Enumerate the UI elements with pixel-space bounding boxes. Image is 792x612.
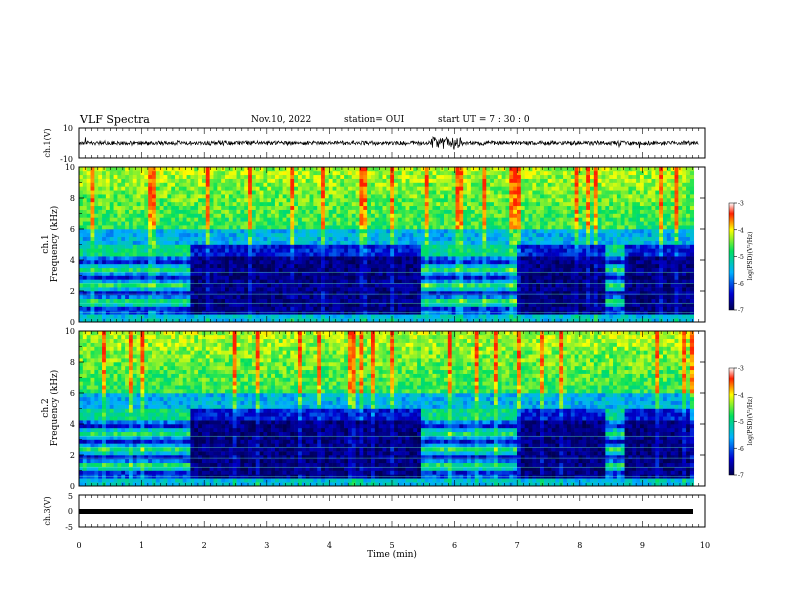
colorbar-tick-cb1-0: -3 <box>738 201 744 208</box>
x-tick-label-8: 8 <box>577 541 582 550</box>
ch1-waveform-panel: 10 -10 ch.1(V) <box>43 124 706 164</box>
ch1-waveform-trace <box>78 135 699 150</box>
x-tick-label-9: 9 <box>640 541 645 550</box>
ytick-label-yt1-0: 0 <box>70 318 75 327</box>
ch2-colorbar: -3 -4 -5 -6 -7 log(PSD)(V²/Hz) <box>728 366 754 480</box>
x-axis-ticks <box>78 128 706 527</box>
station-label: station= OUI <box>344 115 405 125</box>
x-tick-label-0: 0 <box>76 541 81 550</box>
ch1-colorbar: -3 -4 -5 -6 -7 log(PSD)(V²/Hz) <box>728 201 754 315</box>
date-label: Nov.10, 2022 <box>251 115 312 125</box>
start-time-label: start UT = 7 : 30 : 0 <box>438 115 530 125</box>
ytick-label-yt1-2: 4 <box>70 256 75 265</box>
colorbar-tick-cb2-4: -7 <box>738 473 744 480</box>
ytick-label-yt2-0: 0 <box>70 482 75 491</box>
x-tick-label-6: 6 <box>452 541 457 550</box>
x-axis-label: Time (min) <box>367 549 417 560</box>
ytick-label-yt2-5: 10 <box>65 327 75 336</box>
ch2-spectrogram-ylabel-channel: ch.2 <box>41 398 51 417</box>
x-tick-label-4: 4 <box>327 541 332 550</box>
ytick-label-yt2-4: 8 <box>70 358 75 367</box>
ch3-waveform-panel: 5 0 -5 ch.3(V) <box>43 492 706 532</box>
colorbar-tick-cb1-2: -5 <box>738 254 744 261</box>
ch2-colorbar-gradient <box>728 367 735 476</box>
ch1-spectrogram-panel: 0 2 4 6 8 10 ch.1 Frequency (kHz) -3 -4 -5 -6 -7 … <box>41 163 754 327</box>
x-tick-label-1: 1 <box>139 541 144 550</box>
ch3-ytick-mid: 0 <box>68 507 73 516</box>
ch1-spectrogram-ylabel-channel: ch.1 <box>41 234 51 253</box>
colorbar-tick-cb1-4: -7 <box>738 308 744 315</box>
ch3-ytick-bottom: -5 <box>65 523 73 532</box>
colorbar-tick-cb1-3: -6 <box>738 281 744 288</box>
ch2-spectrogram-image <box>79 331 705 487</box>
ytick-label-yt1-1: 2 <box>70 287 75 296</box>
ch2-spectrogram-panel: 0 2 4 6 8 10 ch.2 Frequency (kHz) -3 -4 -5 -6 -7 … <box>41 327 754 491</box>
colorbar-tick-cb1-1: -4 <box>738 227 744 234</box>
ch3-waveform-ylabel: ch.3(V) <box>43 496 52 525</box>
ytick-label-yt1-4: 8 <box>70 194 75 203</box>
ch1-ytick-top: 10 <box>63 124 73 133</box>
ch1-waveform-ylabel: ch.1(V) <box>43 128 52 157</box>
x-tick-label-3: 3 <box>264 541 269 550</box>
x-tick-label-10: 10 <box>700 541 710 550</box>
colorbar-tick-cb2-2: -5 <box>738 419 744 426</box>
x-tick-label-5: 5 <box>389 541 394 550</box>
ch1-ytick-bottom: -10 <box>60 155 73 164</box>
ch1-spectrogram-image <box>79 167 705 323</box>
colorbar-tick-cb2-0: -3 <box>738 366 744 373</box>
chart-title: VLF Spectra <box>80 113 150 126</box>
colorbar-tick-cb2-3: -6 <box>738 446 744 453</box>
ytick-label-yt2-2: 4 <box>70 420 75 429</box>
ch1-spectrogram-ylabel-frequency: Frequency (kHz) <box>49 206 60 283</box>
x-tick-label-2: 2 <box>202 541 207 550</box>
ch1-colorbar-label: log(PSD)(V²/Hz) <box>747 232 754 281</box>
x-axis-tick-labels: 0 1 2 3 4 5 6 7 8 9 10 <box>76 541 710 550</box>
ytick-label-yt2-1: 2 <box>70 451 75 460</box>
ch3-ytick-top: 5 <box>68 492 73 501</box>
colorbar-tick-cb2-1: -4 <box>738 392 744 399</box>
ytick-label-yt1-3: 6 <box>70 225 75 234</box>
ch3-waveform-trace <box>79 509 693 514</box>
ytick-label-yt1-5: 10 <box>65 163 75 172</box>
ch1-colorbar-gradient <box>728 202 735 311</box>
x-tick-label-7: 7 <box>515 541 520 550</box>
ch2-colorbar-label: log(PSD)(V²/Hz) <box>747 397 754 446</box>
ch2-spectrogram-ylabel-frequency: Frequency (kHz) <box>49 370 60 447</box>
ytick-label-yt2-3: 6 <box>70 389 75 398</box>
